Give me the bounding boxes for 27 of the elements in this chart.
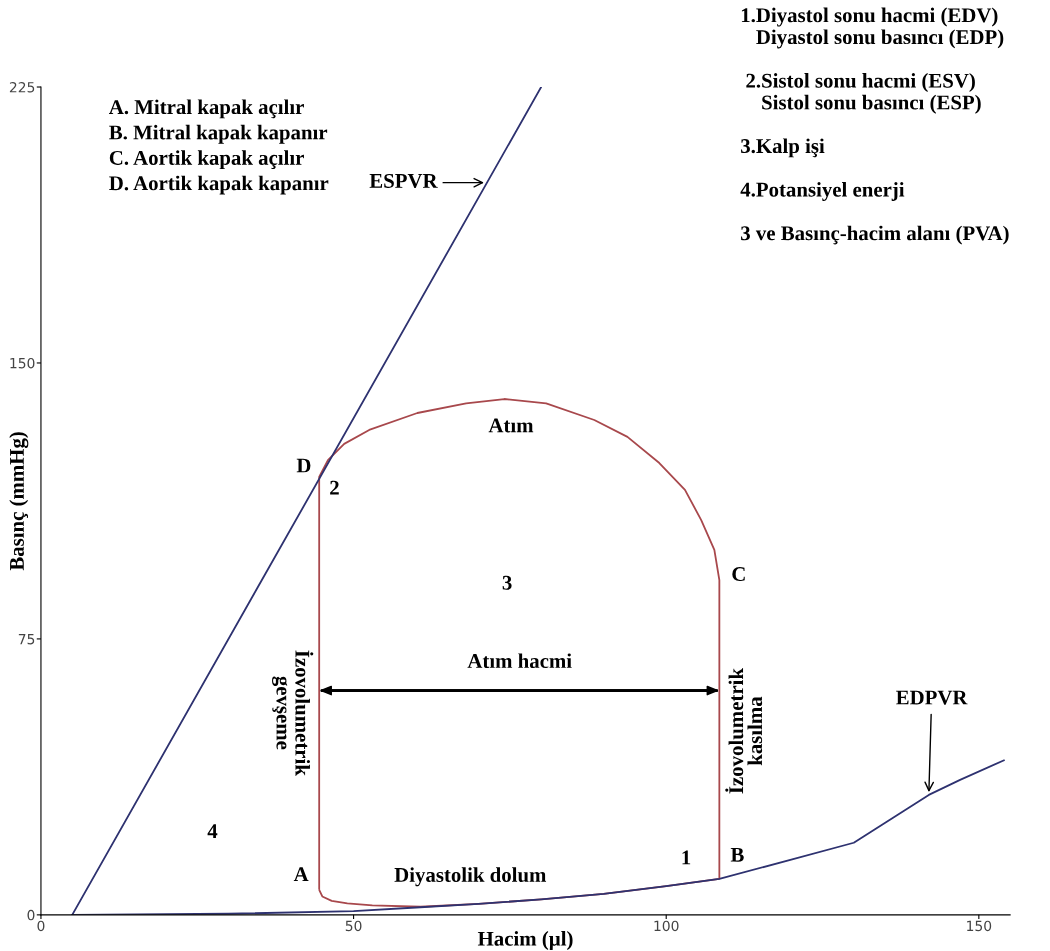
x-axis-title: Hacim (µl) bbox=[477, 931, 573, 950]
annotation: İzovolumetrik kasılma bbox=[725, 668, 763, 794]
annotation: B bbox=[730, 847, 744, 862]
annotation: EDPVR bbox=[896, 690, 968, 705]
y-axis-title: Basınç (mmHg) bbox=[9, 432, 29, 571]
x-tick-label: 0 bbox=[37, 920, 45, 932]
y-tick-label: 75 bbox=[18, 634, 35, 645]
annotation: A. Mitral kapak açılır B. Mitral kapak kapanır C. Aortik kapak açılır D. Aortik kapak kapanır bbox=[109, 99, 329, 195]
annotation: 3 bbox=[502, 575, 512, 590]
annotation: Diyastolik dolum bbox=[394, 867, 547, 887]
annotation: C bbox=[732, 567, 745, 582]
annotation: D bbox=[296, 458, 311, 473]
x-tick-label: 150 bbox=[967, 920, 992, 932]
x-tick-label: 50 bbox=[345, 920, 362, 932]
annotation: İzovolumetrik gevşeme bbox=[272, 650, 314, 776]
y-tick-label: 0 bbox=[27, 909, 35, 921]
annotation: ESPVR bbox=[369, 173, 438, 188]
annotation: 2 bbox=[330, 480, 339, 495]
x-tick-label: 100 bbox=[654, 920, 679, 932]
y-tick-label: 150 bbox=[10, 357, 35, 369]
annotation: 1.Diyastol sonu hacmi (EDV) Diyastol sonu basıncı (EDP) 2.Sistol sonu hacmi (ESV) Sistol sonu basıncı (ESP) 3.Kalp işi 4.Potansiyel enerji 3 ve Basınç-hacim alanı (PVA) bbox=[740, 7, 1009, 245]
annotation: Atım bbox=[488, 418, 534, 433]
annotation: A bbox=[293, 867, 309, 881]
y-tick-label: 225 bbox=[9, 81, 35, 93]
annotation: Atım hacmi bbox=[467, 653, 572, 669]
annotation: 4 bbox=[207, 824, 218, 838]
annotation: 1 bbox=[682, 850, 691, 865]
